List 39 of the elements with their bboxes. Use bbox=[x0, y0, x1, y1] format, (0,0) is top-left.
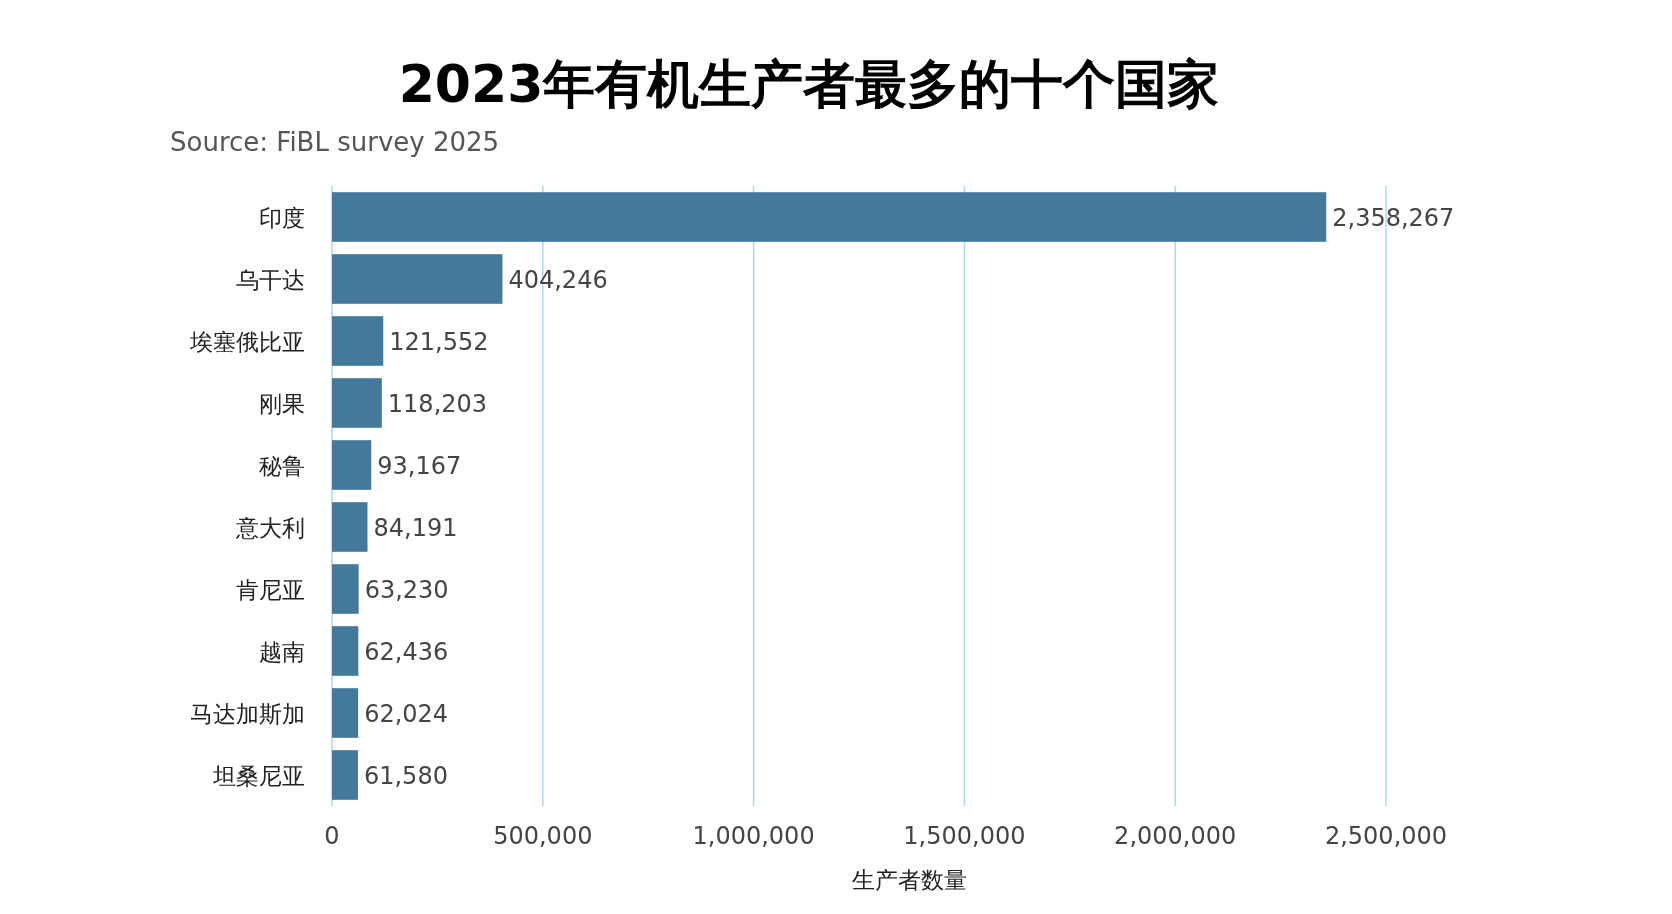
y-tick-label: 印度 bbox=[259, 205, 305, 231]
y-tick-label: 坦桑尼亚 bbox=[212, 763, 305, 789]
data-label: 93,167 bbox=[377, 452, 462, 480]
x-tick-label: 2,000,000 bbox=[1114, 822, 1237, 850]
bar bbox=[332, 316, 384, 366]
data-label: 404,246 bbox=[508, 266, 608, 294]
x-tick-label: 2,500,000 bbox=[1324, 822, 1448, 850]
data-label: 63,230 bbox=[364, 576, 449, 604]
y-tick-label: 越南 bbox=[259, 639, 305, 665]
data-label: 62,024 bbox=[364, 700, 449, 728]
data-label: 2,358,267 bbox=[1332, 204, 1455, 232]
data-label: 84,191 bbox=[373, 514, 458, 542]
y-tick-label: 乌干达 bbox=[236, 267, 305, 293]
data-label: 121,552 bbox=[389, 328, 489, 356]
data-label: 61,580 bbox=[363, 762, 448, 790]
data-label: 118,203 bbox=[387, 390, 488, 418]
x-tick-label: 500,000 bbox=[493, 822, 593, 850]
x-tick-label: 0 bbox=[324, 822, 340, 850]
y-tick-label: 肯尼亚 bbox=[236, 577, 305, 603]
x-tick-label: 1,500,000 bbox=[903, 822, 1026, 850]
bar bbox=[332, 378, 382, 428]
bar bbox=[332, 688, 359, 738]
source-note: Source: FiBL survey 2025 bbox=[170, 127, 500, 157]
bar bbox=[332, 564, 359, 614]
bar bbox=[332, 502, 368, 552]
y-tick-label: 刚果 bbox=[259, 391, 305, 417]
bar bbox=[332, 750, 358, 800]
bar bbox=[332, 254, 503, 304]
x-axis-title: 生产者数量 bbox=[851, 867, 967, 893]
y-tick-label: 秘鲁 bbox=[259, 453, 305, 479]
x-tick-label: 1,000,000 bbox=[692, 822, 815, 850]
y-tick-label: 马达加斯加 bbox=[190, 701, 305, 727]
data-label: 62,436 bbox=[364, 638, 449, 666]
y-tick-label: 意大利 bbox=[235, 515, 305, 541]
chart-title: 2023年有机生产者最多的十个国家 bbox=[398, 54, 1220, 114]
bar bbox=[332, 440, 372, 490]
y-tick-label: 埃塞俄比亚 bbox=[189, 329, 305, 355]
bar bbox=[332, 626, 359, 676]
bar bbox=[332, 192, 1327, 242]
